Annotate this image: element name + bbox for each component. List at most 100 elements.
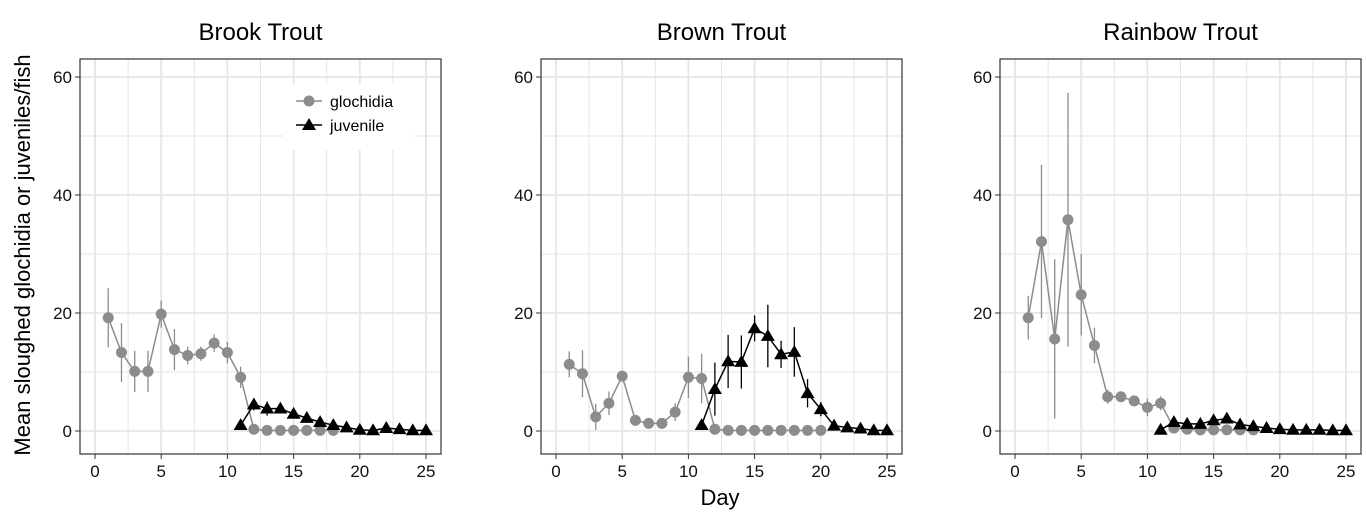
data-point-juvenile — [1153, 422, 1168, 435]
data-point-juvenile — [721, 354, 736, 367]
panel-border — [79, 58, 442, 455]
data-point-glochidia — [1049, 333, 1061, 345]
data-point-glochidia — [1102, 391, 1114, 403]
x-tick-label: 20 — [1270, 462, 1289, 481]
panel-brown-trout: Brown Trout 0 5 10 15 20 25 0 20 40 60 — [514, 19, 903, 481]
data-point-glochidia — [274, 424, 286, 436]
data-point-glochidia — [1022, 312, 1034, 324]
data-point-juvenile — [827, 418, 842, 431]
panel-rainbow-trout: Rainbow Trout 0 5 10 15 20 25 0 20 40 60 — [973, 19, 1362, 481]
panel-title: Brown Trout — [657, 19, 787, 46]
y-axis-label: Mean sloughed glochidia or juveniles/fis… — [10, 54, 35, 455]
series-glochidia — [102, 288, 339, 436]
panel-brook-trout: Brook Trout 0 5 10 15 20 25 0 20 40 60 glochidia juv… — [53, 19, 442, 481]
data-point-glochidia — [563, 358, 575, 370]
data-point-juvenile — [880, 423, 894, 436]
y-tick-label: 40 — [53, 186, 72, 205]
x-tick-label: 25 — [1337, 462, 1356, 481]
data-point-juvenile — [800, 386, 815, 399]
data-point-glochidia — [722, 424, 734, 436]
data-point-juvenile — [339, 420, 354, 433]
x-tick-label: 0 — [1010, 462, 1019, 481]
series-juvenile — [1153, 411, 1353, 436]
x-tick-label: 15 — [284, 462, 303, 481]
data-point-juvenile — [1325, 423, 1340, 436]
data-point-juvenile — [299, 411, 314, 423]
x-tick-label: 5 — [617, 462, 626, 481]
panel-title: Rainbow Trout — [1103, 19, 1258, 46]
data-point-juvenile — [787, 344, 802, 357]
data-point-juvenile — [1166, 415, 1181, 428]
x-tick-label: 10 — [1138, 462, 1157, 481]
data-point-glochidia — [102, 312, 114, 324]
data-point-glochidia — [314, 424, 326, 436]
data-point-glochidia — [590, 411, 602, 423]
data-point-glochidia — [115, 347, 127, 359]
x-tick-label: 25 — [417, 462, 436, 481]
x-tick-label: 0 — [90, 462, 99, 481]
x-tick-label: 0 — [551, 462, 560, 481]
data-point-juvenile — [1180, 416, 1195, 429]
data-point-glochidia — [1062, 214, 1074, 226]
legend-background — [283, 84, 415, 150]
data-point-glochidia — [749, 424, 761, 436]
data-point-glochidia — [1208, 424, 1220, 436]
panel-border — [999, 58, 1362, 455]
x-tick-label: 25 — [878, 462, 897, 481]
x-tick-label: 5 — [1076, 462, 1085, 481]
data-point-juvenile — [246, 397, 261, 410]
data-point-glochidia — [1155, 397, 1167, 409]
data-point-juvenile — [853, 421, 868, 434]
data-point-juvenile — [379, 421, 394, 433]
data-point-glochidia — [643, 417, 655, 429]
data-point-juvenile — [1312, 422, 1327, 435]
y-tick-label: 20 — [53, 304, 72, 323]
data-point-glochidia — [195, 348, 207, 360]
y-tick-label: 60 — [53, 68, 72, 87]
data-point-glochidia — [221, 347, 233, 359]
y-tick-label: 20 — [514, 304, 533, 323]
data-point-glochidia — [669, 406, 681, 418]
series-juvenile — [233, 397, 433, 436]
data-point-glochidia — [1115, 391, 1127, 403]
data-point-glochidia — [248, 423, 260, 435]
data-point-juvenile — [286, 406, 301, 419]
x-tick-label: 15 — [745, 462, 764, 481]
x-tick-label: 10 — [218, 462, 237, 481]
data-point-glochidia — [1221, 424, 1233, 436]
data-point-juvenile — [734, 354, 749, 367]
data-point-juvenile — [313, 415, 328, 428]
data-point-glochidia — [301, 424, 313, 436]
data-point-glochidia — [208, 337, 220, 349]
data-point-juvenile — [760, 329, 775, 341]
data-point-juvenile — [866, 423, 881, 436]
data-point-juvenile — [260, 401, 275, 414]
data-point-juvenile — [352, 422, 367, 435]
data-point-juvenile — [1219, 411, 1234, 424]
data-point-glochidia — [1088, 339, 1100, 351]
legend-triangle-icon — [302, 118, 316, 130]
data-point-glochidia — [129, 365, 141, 377]
x-axis-label: Day — [700, 485, 739, 510]
data-point-glochidia — [261, 424, 273, 436]
data-point-glochidia — [696, 372, 708, 384]
x-tick-label: 20 — [811, 462, 830, 481]
data-point-glochidia — [762, 424, 774, 436]
data-point-glochidia — [735, 424, 747, 436]
data-point-glochidia — [603, 397, 615, 409]
data-point-juvenile — [774, 347, 789, 360]
x-tick-label: 15 — [1204, 462, 1223, 481]
data-point-juvenile — [419, 423, 433, 436]
y-tick-label: 40 — [514, 186, 533, 205]
y-tick-label: 60 — [973, 68, 992, 87]
data-point-juvenile — [405, 423, 420, 436]
series-glochidia — [563, 350, 827, 436]
legend: glochidia juvenile — [283, 84, 415, 150]
data-point-glochidia — [1141, 401, 1153, 413]
data-point-glochidia — [288, 424, 300, 436]
data-point-juvenile — [233, 418, 248, 430]
data-point-glochidia — [788, 424, 800, 436]
data-point-glochidia — [656, 417, 668, 429]
panels: Brook Trout 0 5 10 15 20 25 0 20 40 60 glochidia juv… — [53, 19, 1362, 481]
